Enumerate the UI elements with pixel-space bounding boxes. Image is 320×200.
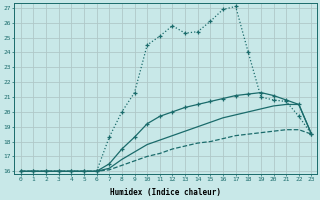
X-axis label: Humidex (Indice chaleur): Humidex (Indice chaleur) [110,188,221,197]
